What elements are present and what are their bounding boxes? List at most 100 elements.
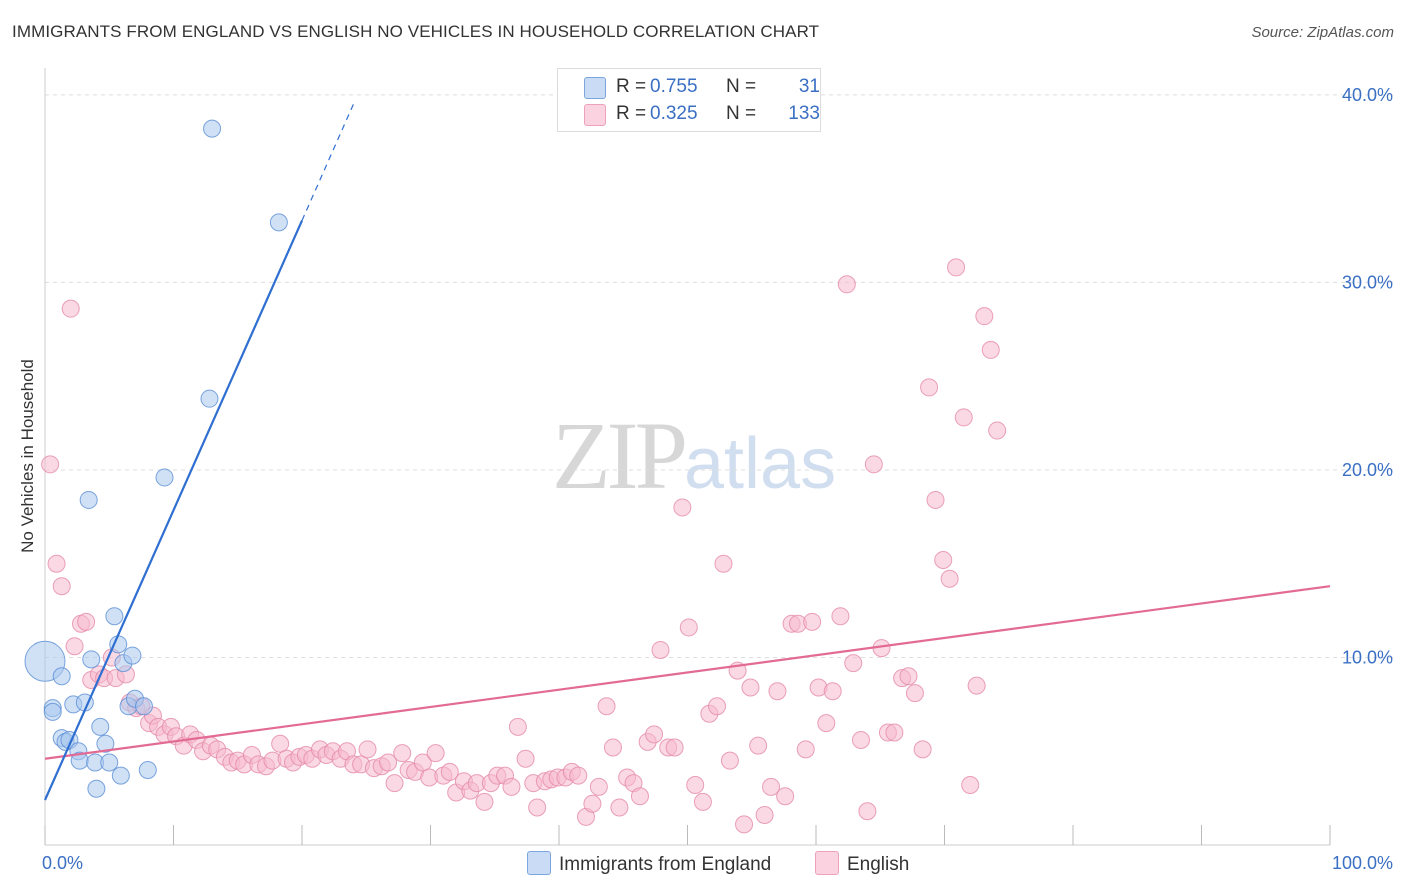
data-point-english	[762, 777, 781, 796]
watermark-zip: ZIP	[552, 402, 688, 509]
data-point-english	[741, 678, 760, 697]
data-point-english	[413, 753, 432, 772]
data-point-english	[508, 717, 527, 736]
data-point-english	[967, 676, 986, 695]
y-tick-label: 20.0%	[1342, 460, 1393, 480]
data-point-english	[528, 798, 547, 817]
data-point-immigrants	[87, 779, 106, 798]
y-axis-title: No Vehicles in Household	[18, 359, 37, 553]
data-point-immigrants	[105, 607, 124, 626]
data-point-english	[693, 792, 712, 811]
source-credit: Source: ZipAtlas.com	[1251, 24, 1394, 41]
data-point-english	[988, 421, 1007, 440]
data-point-english	[41, 455, 60, 474]
watermark: ZIPatlas	[552, 400, 836, 511]
legend-r-label: R =	[616, 76, 647, 97]
data-point-english	[981, 340, 1000, 359]
legend-item-immigrants: Immigrants from England	[527, 851, 771, 878]
data-point-immigrants	[79, 490, 98, 509]
trendline-immigrants-extension	[301, 104, 354, 221]
legend-n-value: 31	[798, 76, 820, 97]
legend-n-label: N =	[726, 76, 757, 97]
data-point-immigrants	[111, 766, 130, 785]
data-point-english	[379, 753, 398, 772]
data-point-immigrants	[269, 213, 288, 232]
legend-n-label: N =	[726, 103, 757, 124]
data-point-english	[831, 607, 850, 626]
data-point-english	[393, 744, 412, 763]
data-point-english	[358, 740, 377, 759]
data-point-english	[52, 577, 71, 596]
data-point-english	[426, 744, 445, 763]
data-point-immigrants	[138, 760, 157, 779]
data-point-english	[440, 762, 459, 781]
data-point-immigrants	[200, 389, 219, 408]
data-point-english	[899, 667, 918, 686]
data-point-english	[947, 258, 966, 277]
data-point-english	[502, 777, 521, 796]
legend-swatch-pink	[584, 104, 606, 126]
data-point-english	[583, 794, 602, 813]
trendline-english	[44, 585, 1331, 760]
legend-item-english: English	[815, 851, 909, 878]
y-tick-label: 30.0%	[1342, 272, 1393, 292]
data-point-english	[844, 654, 863, 673]
data-point-english	[885, 723, 904, 742]
data-point-english	[385, 774, 404, 793]
data-point-english	[720, 751, 739, 770]
data-point-immigrants	[134, 697, 153, 716]
data-point-english	[975, 307, 994, 326]
data-point-english	[686, 775, 705, 794]
data-point-english	[920, 378, 939, 397]
data-point-english	[796, 740, 815, 759]
data-point-immigrants	[100, 753, 119, 772]
legend-label-immigrants: Immigrants from England	[559, 854, 772, 875]
data-point-english	[817, 714, 836, 733]
watermark-atlas: atlas	[684, 424, 837, 504]
legend-r-value: 0.755	[650, 76, 698, 97]
x-tick-label: 100.0%	[1332, 853, 1393, 873]
data-point-immigrants	[96, 734, 115, 753]
x-tick-label: 0.0%	[42, 853, 83, 873]
data-point-english	[803, 612, 822, 631]
legend-swatch-blue	[527, 851, 551, 875]
data-point-english	[851, 730, 870, 749]
data-point-english	[630, 787, 649, 806]
data-point-english	[708, 697, 727, 716]
data-point-english	[823, 682, 842, 701]
data-point-english	[837, 275, 856, 294]
data-point-english	[65, 637, 84, 656]
data-point-english	[755, 805, 774, 824]
data-point-english	[749, 736, 768, 755]
data-point-english	[940, 569, 959, 588]
data-point-english	[934, 550, 953, 569]
data-point-english	[679, 618, 698, 637]
data-point-english	[77, 612, 96, 631]
legend-n-value: 133	[788, 103, 820, 124]
data-point-english	[954, 408, 973, 427]
data-point-english	[603, 738, 622, 757]
data-point-immigrants	[52, 667, 71, 686]
data-point-english	[597, 697, 616, 716]
legend-r-label: R =	[616, 103, 647, 124]
data-point-english	[475, 792, 494, 811]
data-point-english	[926, 490, 945, 509]
legend-r-value: 0.325	[650, 103, 698, 124]
data-point-english	[864, 455, 883, 474]
data-point-english	[858, 802, 877, 821]
stats-legend: R = 0.755 N = 31 R = 0.325 N = 133	[557, 68, 821, 132]
data-point-english	[913, 740, 932, 759]
data-point-english	[673, 498, 692, 517]
data-point-english	[776, 787, 795, 806]
data-point-english	[768, 682, 787, 701]
data-point-english	[665, 738, 684, 757]
data-point-english	[905, 684, 924, 703]
data-point-english	[569, 766, 588, 785]
data-point-english	[651, 640, 670, 659]
data-point-immigrants	[82, 650, 101, 669]
legend-swatch-blue	[584, 77, 606, 99]
data-point-english	[516, 749, 535, 768]
data-point-english	[645, 725, 664, 744]
legend-row-english: R = 0.325 N = 133	[584, 102, 820, 126]
